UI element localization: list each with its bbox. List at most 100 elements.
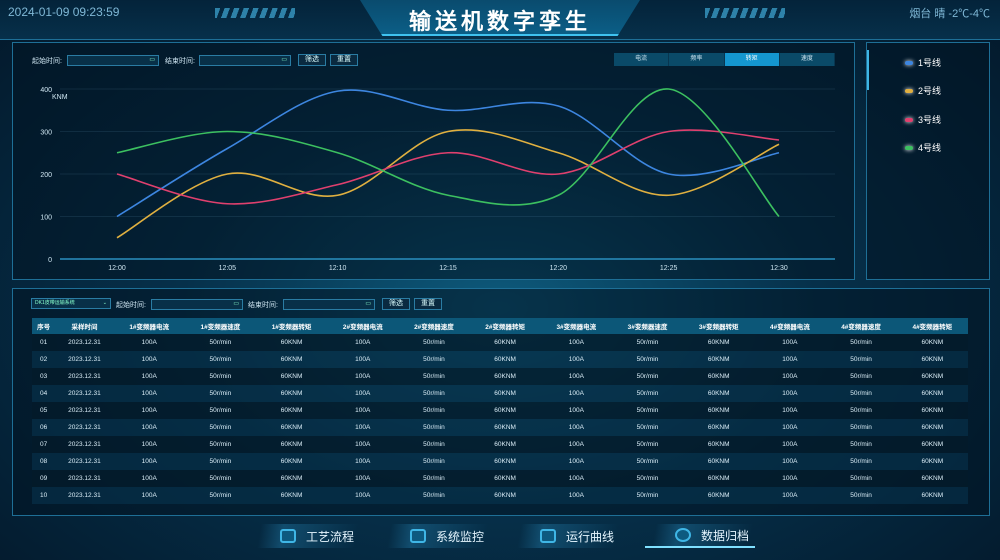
table-cell: 50r/min (184, 334, 256, 351)
metric-tabs: 电流 频率 转矩 速度 (614, 53, 835, 66)
table-row[interactable]: 06 2023.12.31 100A 50r/min 60KNM 100A 50r/min 6… (32, 419, 968, 436)
table-cell: 100A (754, 368, 826, 385)
table-row[interactable]: 10 2023.12.31 100A 50r/min 60KNM 100A 50r/min 6… (32, 487, 968, 504)
table-cell: 100A (327, 453, 399, 470)
table-cell: 100A (540, 419, 612, 436)
table-cell: 08 (32, 453, 56, 470)
legend-label: 3号线 (918, 115, 942, 125)
table-cell: 60KNM (469, 385, 541, 402)
table-start-time-input[interactable]: ▭ (151, 299, 243, 310)
table-cell: 60KNM (683, 470, 755, 487)
table-cell: 60KNM (896, 334, 968, 351)
table-cell: 100A (327, 385, 399, 402)
start-time-input[interactable]: ▭ (67, 55, 159, 66)
table-row[interactable]: 09 2023.12.31 100A 50r/min 60KNM 100A 50r/min 6… (32, 470, 968, 487)
legend-item-line1[interactable]: 1号线 (905, 56, 941, 69)
table-cell: 100A (327, 419, 399, 436)
table-cell: 50r/min (184, 453, 256, 470)
column-header: 4#变频器转矩 (896, 318, 968, 334)
table-cell: 100A (754, 436, 826, 453)
nav-data-archive[interactable]: 数据归档 (645, 524, 755, 548)
y-axis-unit: KNM (52, 94, 68, 101)
table-cell: 100A (540, 351, 612, 368)
table-cell: 60KNM (469, 436, 541, 453)
tab-frequency[interactable]: 频率 (669, 53, 725, 66)
legend-item-line4[interactable]: 4号线 (905, 141, 941, 154)
table-cell: 2023.12.31 (55, 487, 114, 504)
table-row[interactable]: 07 2023.12.31 100A 50r/min 60KNM 100A 50r/min 6… (32, 436, 968, 453)
table-filter-button[interactable]: 筛选 (382, 298, 410, 310)
table-cell: 50r/min (611, 487, 684, 504)
table-cell: 100A (754, 402, 826, 419)
system-select[interactable]: DK1皮带运输系统 ⌄ (31, 298, 111, 309)
reset-button[interactable]: 重置 (330, 54, 358, 66)
table-cell: 100A (327, 351, 399, 368)
filter-button[interactable]: 筛选 (298, 54, 326, 66)
column-header: 序号 (32, 318, 56, 334)
table-cell: 07 (32, 436, 56, 453)
table-row[interactable]: 08 2023.12.31 100A 50r/min 60KNM 100A 50r/min 6… (32, 453, 968, 470)
nav-process-flow[interactable]: 工艺流程 (250, 524, 360, 548)
table-row[interactable]: 04 2023.12.31 100A 50r/min 60KNM 100A 50r/min 6… (32, 385, 968, 402)
table-cell: 100A (113, 334, 185, 351)
chart-panel (12, 42, 855, 280)
legend-item-line3[interactable]: 3号线 (905, 113, 941, 126)
table-cell: 60KNM (896, 487, 968, 504)
column-header: 3#变频器电流 (540, 318, 612, 334)
table-cell: 2023.12.31 (55, 470, 114, 487)
legend-dot-icon (905, 60, 913, 65)
table-cell: 60KNM (469, 402, 541, 419)
x-tick-label: 12:25 (660, 265, 678, 272)
table-cell: 50r/min (825, 487, 897, 504)
page-title: 输送机数字孪生 (408, 9, 591, 34)
table-cell: 60KNM (469, 334, 541, 351)
table-cell: 60KNM (683, 368, 755, 385)
table-row[interactable]: 02 2023.12.31 100A 50r/min 60KNM 100A 50r/min 6… (32, 351, 968, 368)
table-cell: 60KNM (255, 470, 328, 487)
table-cell: 60KNM (255, 368, 328, 385)
table-reset-button[interactable]: 重置 (414, 298, 442, 310)
column-header: 4#变频器速度 (825, 318, 897, 334)
table-cell: 50r/min (398, 402, 470, 419)
legend-panel (866, 42, 990, 280)
legend-scrollbar[interactable] (867, 50, 869, 90)
table-cell: 100A (754, 453, 826, 470)
end-time-label: 结束时间: (248, 302, 278, 309)
table-cell: 50r/min (398, 470, 470, 487)
table-cell: 50r/min (825, 351, 897, 368)
table-row[interactable]: 05 2023.12.31 100A 50r/min 60KNM 100A 50r/min 6… (32, 402, 968, 419)
table-cell: 50r/min (611, 402, 684, 419)
table-cell: 50r/min (398, 351, 470, 368)
table-cell: 60KNM (896, 453, 968, 470)
table-cell: 100A (113, 402, 185, 419)
nav-label: 系统监控 (436, 529, 485, 544)
end-time-input[interactable]: ▭ (199, 55, 291, 66)
table-cell: 60KNM (683, 334, 755, 351)
tab-current[interactable]: 电流 (614, 53, 670, 66)
title-frame (360, 0, 640, 36)
nav-run-curve[interactable]: 运行曲线 (510, 524, 620, 548)
table-cell: 60KNM (469, 351, 541, 368)
table-row[interactable]: 03 2023.12.31 100A 50r/min 60KNM 100A 50r/min 6… (32, 368, 968, 385)
tab-torque[interactable]: 转矩 (724, 53, 780, 66)
table-cell: 100A (540, 487, 612, 504)
y-tick-label: 300 (40, 130, 52, 137)
table-cell: 50r/min (398, 419, 470, 436)
start-time-label: 起始时间: (32, 58, 62, 65)
nav-system-monitor[interactable]: 系统监控 (380, 524, 490, 548)
tab-speed[interactable]: 速度 (780, 53, 835, 66)
table-cell: 100A (754, 470, 826, 487)
table-row[interactable]: 01 2023.12.31 100A 50r/min 60KNM 100A 50r/min 6… (32, 334, 968, 351)
table-cell: 50r/min (825, 402, 897, 419)
table-cell: 50r/min (398, 487, 470, 504)
table-end-time-input[interactable]: ▭ (283, 299, 375, 310)
x-tick-label: 12:15 (439, 265, 457, 272)
table-cell: 60KNM (469, 419, 541, 436)
legend-item-line2[interactable]: 2号线 (905, 84, 941, 97)
legend-label: 4号线 (918, 143, 942, 153)
table-cell: 50r/min (611, 436, 684, 453)
table-cell: 2023.12.31 (55, 453, 114, 470)
table-cell: 60KNM (896, 402, 968, 419)
weather: 烟台 晴 -2℃-4℃ (909, 8, 990, 20)
legend-dot-icon (905, 117, 913, 122)
